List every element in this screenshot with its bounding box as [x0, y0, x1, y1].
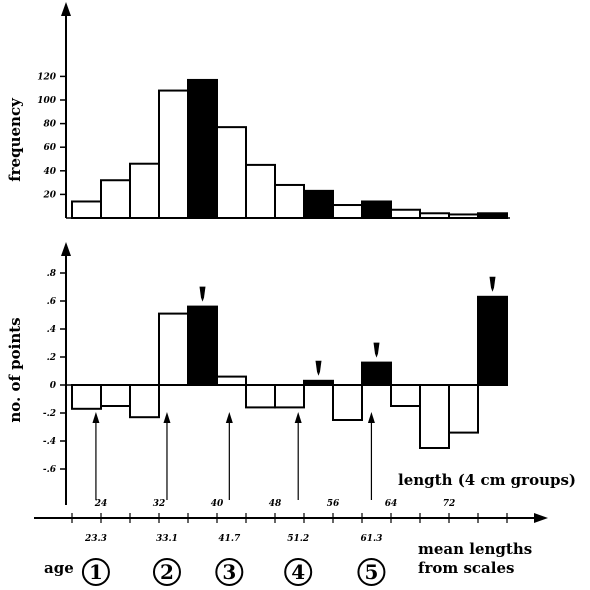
age-arrow-head-icon — [92, 412, 100, 423]
mean-length-value: 41.7 — [218, 534, 241, 544]
mean-lengths-label: mean lengths from scales — [418, 540, 537, 577]
frequency-bar — [129, 162, 160, 219]
points-bar — [274, 384, 305, 409]
points-bars — [66, 295, 508, 449]
length-tick-label: 32 — [153, 499, 166, 509]
frequency-bar — [419, 212, 450, 219]
frequency-tick-label: 40 — [43, 167, 56, 177]
frequency-tick-label: 60 — [43, 143, 56, 153]
points-bar — [448, 384, 479, 434]
length-tick-label: 40 — [211, 499, 224, 509]
points-markers — [199, 276, 496, 376]
points-panel: no. of points .8 .6 .4 .2 0 -.2 -.4 -.6 — [6, 242, 508, 505]
points-bar — [100, 384, 131, 407]
age-markers: 1 2 3 4 5 — [81, 558, 386, 586]
age-circle — [357, 558, 386, 586]
age-reference-arrows — [92, 412, 375, 500]
frequency-bar — [477, 212, 508, 219]
age-circle — [284, 558, 313, 586]
peak-arrow-icon — [199, 286, 206, 302]
frequency-tick-label: 120 — [37, 72, 57, 82]
points-bar — [245, 384, 276, 409]
x-axis-arrow-icon — [534, 513, 548, 523]
frequency-bar — [187, 78, 218, 219]
age-circle — [152, 558, 181, 586]
length-axis-label: length (4 cm groups) — [398, 471, 576, 489]
points-tick-label: -.2 — [43, 409, 56, 419]
mean-length-value: 23.3 — [84, 534, 107, 544]
frequency-tick-label: 100 — [37, 96, 57, 106]
points-bar — [390, 384, 421, 407]
frequency-bar — [245, 163, 276, 219]
points-bar — [71, 384, 102, 410]
frequency-bar — [216, 126, 247, 219]
frequency-y-label: frequency — [6, 97, 24, 182]
peak-arrow-icon — [373, 342, 380, 358]
age-arrow-head-icon — [225, 412, 233, 423]
age-circle — [215, 558, 244, 586]
age-circle — [81, 558, 110, 586]
frequency-bar — [274, 183, 305, 220]
age-arrow-head-icon — [367, 412, 375, 423]
age-label: age — [44, 559, 74, 577]
age-number: 5 — [364, 560, 378, 584]
points-y-ticks: .8 .6 .4 .2 0 -.2 -.4 -.6 — [43, 269, 66, 475]
mean-length-labels: 23.3 33.1 41.7 51.2 61.3 — [84, 534, 382, 544]
length-tick-labels: 24 32 40 48 56 64 72 — [94, 499, 456, 509]
mean-length-value: 61.3 — [360, 534, 382, 544]
points-bar — [332, 384, 363, 421]
points-tick-label: .2 — [47, 353, 56, 363]
points-tick-label: .6 — [47, 297, 57, 307]
age-arrow-head-icon — [163, 412, 171, 423]
frequency-y-axis-arrow-icon — [61, 2, 71, 16]
points-bar — [158, 312, 189, 387]
points-tick-label: 0 — [50, 381, 57, 391]
length-tick-label: 64 — [385, 499, 398, 509]
points-y-label: no. of points — [6, 317, 24, 422]
age-number: 1 — [89, 560, 103, 584]
frequency-bar — [390, 208, 421, 220]
mean-length-value: 33.1 — [156, 534, 178, 544]
frequency-y-ticks: 20 40 60 80 100 120 — [37, 72, 66, 200]
points-bar — [361, 361, 392, 387]
frequency-bars — [71, 78, 508, 220]
frequency-bar — [71, 200, 102, 219]
frequency-bar — [448, 213, 479, 220]
points-bar — [187, 305, 218, 387]
frequency-panel: frequency 20 40 60 80 100 120 — [6, 2, 510, 220]
age-number: 3 — [222, 560, 236, 584]
points-tick-label: .4 — [47, 325, 56, 335]
points-bar — [216, 375, 247, 387]
frequency-bar — [303, 189, 334, 219]
points-tick-label: .8 — [47, 269, 57, 279]
points-bar — [419, 384, 450, 449]
frequency-tick-label: 80 — [43, 120, 56, 130]
length-tick-label: 56 — [327, 499, 340, 509]
age-number: 2 — [160, 560, 174, 584]
points-bar — [129, 384, 160, 419]
frequency-tick-label: 20 — [42, 190, 56, 200]
length-tick-label: 48 — [269, 499, 282, 509]
frequency-bar — [332, 204, 363, 220]
x-axis-ticks — [71, 513, 508, 523]
age-arrow-head-icon — [294, 412, 302, 423]
length-tick-label: 24 — [94, 499, 108, 509]
length-tick-label: 72 — [443, 499, 456, 509]
peak-arrow-icon — [315, 360, 322, 376]
points-bar — [477, 295, 508, 386]
frequency-bar — [361, 200, 392, 219]
frequency-bar — [100, 179, 131, 220]
points-tick-label: -.4 — [43, 437, 56, 447]
frequency-bar — [158, 89, 189, 219]
points-y-axis-arrow-icon — [61, 242, 71, 256]
points-tick-label: -.6 — [43, 465, 57, 475]
age-number: 4 — [291, 560, 305, 584]
peak-arrow-icon — [489, 276, 496, 292]
mean-length-value: 51.2 — [287, 534, 309, 544]
